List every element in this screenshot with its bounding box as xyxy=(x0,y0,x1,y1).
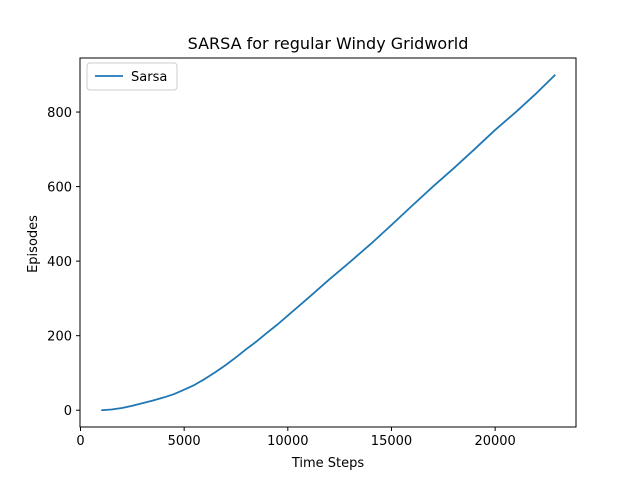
x-tick-label: 20000 xyxy=(474,434,515,449)
chart-title: SARSA for regular Windy Gridworld xyxy=(188,34,469,53)
x-axis-label: Time Steps xyxy=(291,456,365,471)
series-line-sarsa xyxy=(101,74,556,412)
y-tick-label: 0 xyxy=(64,404,72,419)
y-axis-label: Episodes xyxy=(26,215,41,273)
legend-label-sarsa: Sarsa xyxy=(131,70,167,85)
x-tick-label: 15000 xyxy=(371,434,412,449)
legend: Sarsa xyxy=(86,62,178,91)
x-tick-label: 5000 xyxy=(168,434,201,449)
y-tick-label: 600 xyxy=(47,181,72,196)
legend-box xyxy=(86,62,178,91)
x-tick-label: 10000 xyxy=(267,434,308,449)
y-tick-label: 400 xyxy=(47,255,72,270)
x-tick-label: 0 xyxy=(76,434,84,449)
y-tick-label: 800 xyxy=(47,106,72,121)
axes-frame xyxy=(79,57,577,428)
axes: 0 5000 10000 15000 20000 0 200 400 600 800 xyxy=(47,57,577,449)
plot-area xyxy=(101,74,556,412)
y-tick-label: 200 xyxy=(47,330,72,345)
